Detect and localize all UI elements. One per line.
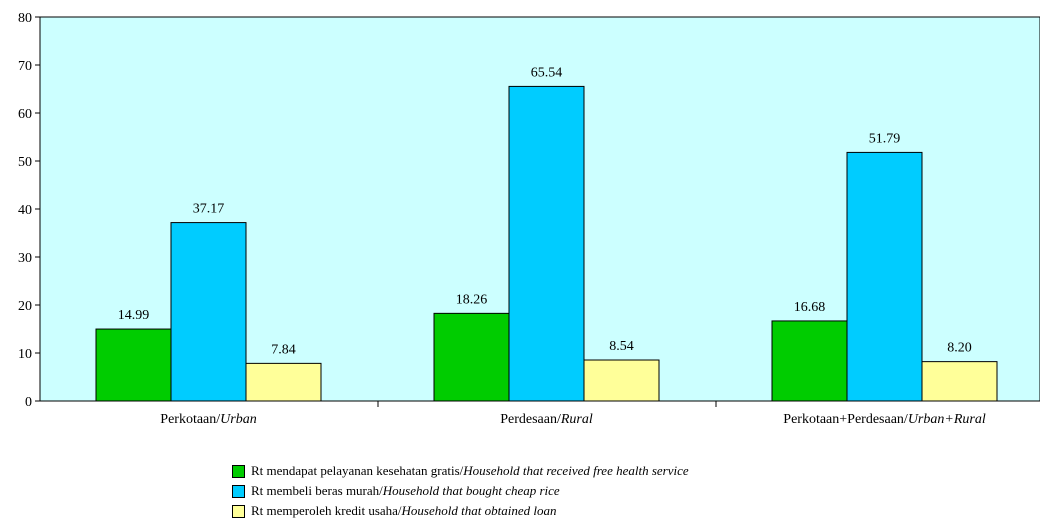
y-tick-label: 50 bbox=[18, 155, 32, 170]
category-label-main: Perdesaan/ bbox=[500, 412, 561, 427]
bar bbox=[433, 312, 510, 402]
bar bbox=[771, 320, 848, 402]
category-label-main: Perkotaan/ bbox=[160, 412, 220, 427]
y-tick-label: 80 bbox=[18, 11, 32, 26]
data-label: 37.17 bbox=[193, 202, 225, 217]
bar bbox=[170, 222, 247, 402]
y-tick-label: 0 bbox=[25, 395, 32, 410]
data-label: 14.99 bbox=[118, 308, 150, 323]
bar bbox=[245, 362, 322, 402]
legend-label-english: Household that received free health serv… bbox=[463, 463, 689, 478]
y-tick-label: 70 bbox=[18, 59, 32, 74]
legend-swatch bbox=[232, 484, 245, 498]
legend-item: Rt mendapat pelayanan kesehatan gratis/H… bbox=[232, 461, 689, 481]
data-label: 8.20 bbox=[947, 341, 972, 356]
legend-swatch bbox=[232, 464, 245, 478]
x-category-label: Perkotaan/Urban bbox=[160, 412, 256, 427]
data-label: 51.79 bbox=[869, 131, 901, 146]
data-label: 16.68 bbox=[794, 300, 826, 315]
bar bbox=[95, 328, 172, 402]
category-label-italic: Rural bbox=[560, 412, 593, 427]
data-label: 65.54 bbox=[531, 65, 563, 80]
category-label-main: Perkotaan+Perdesaan/ bbox=[783, 412, 908, 427]
legend-label: Rt membeli beras murah/ bbox=[251, 483, 383, 498]
legend-label-english: Household that obtained loan bbox=[401, 503, 557, 518]
legend: Rt mendapat pelayanan kesehatan gratis/H… bbox=[232, 461, 689, 521]
y-tick-label: 20 bbox=[18, 299, 32, 314]
y-tick-label: 10 bbox=[18, 347, 32, 362]
legend-label: Rt memperoleh kredit usaha/ bbox=[251, 503, 402, 518]
y-tick-label: 40 bbox=[18, 203, 32, 218]
x-category-label: Perkotaan+Perdesaan/Urban+Rural bbox=[783, 412, 986, 427]
x-category-label: Perdesaan/Rural bbox=[500, 412, 593, 427]
legend-item: Rt memperoleh kredit usaha/Household tha… bbox=[232, 501, 689, 521]
legend-swatch bbox=[232, 504, 245, 518]
y-tick-label: 30 bbox=[18, 251, 32, 266]
legend-item: Rt membeli beras murah/Household that bo… bbox=[232, 481, 689, 501]
bar bbox=[583, 359, 660, 402]
bar-chart: 0 10 20 30 40 50 60 70 80 14.99 18.26 16.68 37.17 65.… bbox=[18, 11, 1040, 427]
legend-label: Rt mendapat pelayanan kesehatan gratis/ bbox=[251, 463, 464, 478]
data-label: 8.54 bbox=[609, 339, 634, 354]
legend-label-english: Household that bought cheap rice bbox=[382, 483, 560, 498]
category-label-italic: Urban+Rural bbox=[908, 412, 986, 427]
bar bbox=[846, 151, 923, 402]
category-label-italic: Urban bbox=[220, 412, 257, 427]
data-label: 7.84 bbox=[271, 342, 296, 357]
y-tick-label: 60 bbox=[18, 107, 32, 122]
data-label: 18.26 bbox=[456, 292, 488, 307]
bar bbox=[921, 361, 998, 402]
bar bbox=[508, 85, 585, 402]
